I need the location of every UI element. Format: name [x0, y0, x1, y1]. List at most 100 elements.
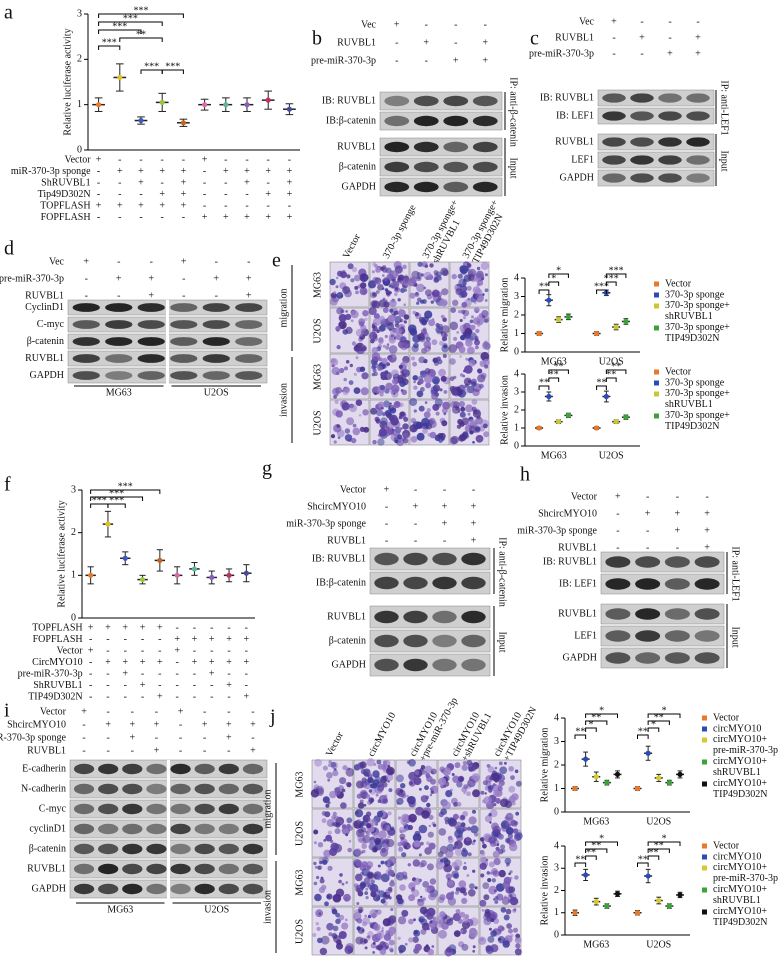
cell-stain [441, 922, 449, 930]
cell-stain [390, 826, 395, 831]
cell-stain [480, 261, 489, 270]
blot-membrane [369, 653, 491, 677]
significance-bracket [548, 377, 560, 382]
cell-stain [480, 790, 485, 795]
column-header: circMYO10 [366, 711, 398, 759]
blot-band [658, 137, 682, 147]
condition-sign: - [175, 668, 178, 679]
cell-stain [378, 830, 387, 839]
cell-stain [505, 908, 512, 915]
mean-point [634, 910, 641, 916]
mean-point [666, 903, 672, 909]
cell-stain [369, 839, 376, 846]
cell-stain [398, 916, 407, 925]
cell-stain [495, 846, 500, 852]
panel-label: c [530, 28, 539, 50]
blot-membrane [597, 107, 715, 125]
blot-band [403, 634, 428, 648]
cell-stain [338, 914, 345, 921]
cell-stain [419, 787, 422, 791]
significance-bracket [574, 862, 587, 867]
mean-point [565, 412, 572, 418]
blot-membrane [600, 551, 725, 573]
cell-stain [418, 853, 422, 857]
cell-stain [480, 351, 490, 361]
blot-membrane [379, 137, 503, 157]
blot-row-label: β-catenin [339, 161, 376, 172]
condition-sign: - [118, 154, 121, 165]
x-tick-label: MG63 [583, 939, 609, 950]
cell-stain [409, 276, 418, 284]
cell-stain [388, 939, 395, 946]
blot-band [694, 608, 720, 620]
condition-name: RUVBL1 [558, 542, 597, 553]
blot-band [98, 863, 119, 875]
cell-stain [386, 343, 390, 346]
cell-stain [314, 758, 322, 767]
condition-sign: - [245, 680, 248, 691]
y-axis-label: Relative luciferase activity [62, 28, 73, 135]
cell-stain [420, 928, 427, 935]
cell-stain [417, 261, 423, 267]
section-label: Input [719, 150, 730, 171]
column-header: circMYO10 +TIP49D302N [492, 700, 540, 763]
cell-stain [371, 352, 381, 362]
cell-stain [382, 287, 385, 290]
cell-stain [383, 759, 391, 767]
cell-stain [380, 873, 390, 883]
cell-stain [476, 315, 483, 322]
condition-sign: - [82, 745, 85, 756]
blot-row-label: β-catenin [29, 843, 66, 854]
cell-stain [472, 409, 482, 418]
cell-stain [403, 314, 410, 320]
condition-sign: + [159, 166, 165, 177]
condition-sign: + [159, 200, 165, 211]
cell-stain [357, 802, 365, 809]
y-tick-label: 2 [77, 54, 82, 65]
condition-sign: - [224, 189, 227, 200]
cell-stain [394, 265, 403, 274]
cell-stain [443, 784, 447, 788]
cell-stain [397, 789, 406, 798]
cell-stain [408, 771, 417, 781]
condition-sign: + [704, 508, 710, 519]
condition-sign: - [89, 657, 92, 668]
cell-stain [413, 380, 416, 384]
significance-bracket [637, 734, 649, 739]
significance-bracket [585, 713, 618, 718]
cell-stain [491, 868, 498, 875]
cell-stain [454, 821, 463, 831]
cell-stain [487, 878, 492, 883]
cell-stain [328, 932, 333, 937]
cell-stain [456, 331, 460, 334]
cell-stain [334, 789, 341, 796]
cell-stain [369, 818, 377, 826]
condition-sign: - [245, 200, 248, 211]
significance-label: ** [654, 712, 664, 723]
blot-band [122, 803, 143, 815]
blot-band [218, 763, 239, 775]
cell-stain [348, 438, 352, 442]
cell-stain [414, 292, 420, 297]
cell-stain [341, 922, 349, 930]
y-tick-label: 1 [77, 99, 82, 110]
condition-sign: - [612, 48, 615, 59]
cell-stain [390, 949, 394, 953]
condition-name: miR-370-3p sponge [11, 166, 91, 177]
cell-stain [378, 428, 388, 437]
cell-stain [380, 898, 386, 904]
cell-stain [322, 765, 328, 771]
cell-stain [466, 285, 472, 291]
cell-stain [441, 420, 448, 427]
cell-stain [510, 775, 515, 780]
blot-band [235, 354, 263, 363]
y-tick-label: 1 [514, 328, 519, 339]
significance-bracket [574, 734, 587, 739]
cell-stain [345, 881, 349, 884]
blot-row-label: RUVBL1 [555, 136, 594, 147]
cell-stain [453, 930, 461, 937]
condition-sign: - [224, 177, 227, 188]
mean-point [677, 892, 683, 898]
blot-band [630, 155, 654, 165]
panel-label: a [4, 2, 13, 24]
